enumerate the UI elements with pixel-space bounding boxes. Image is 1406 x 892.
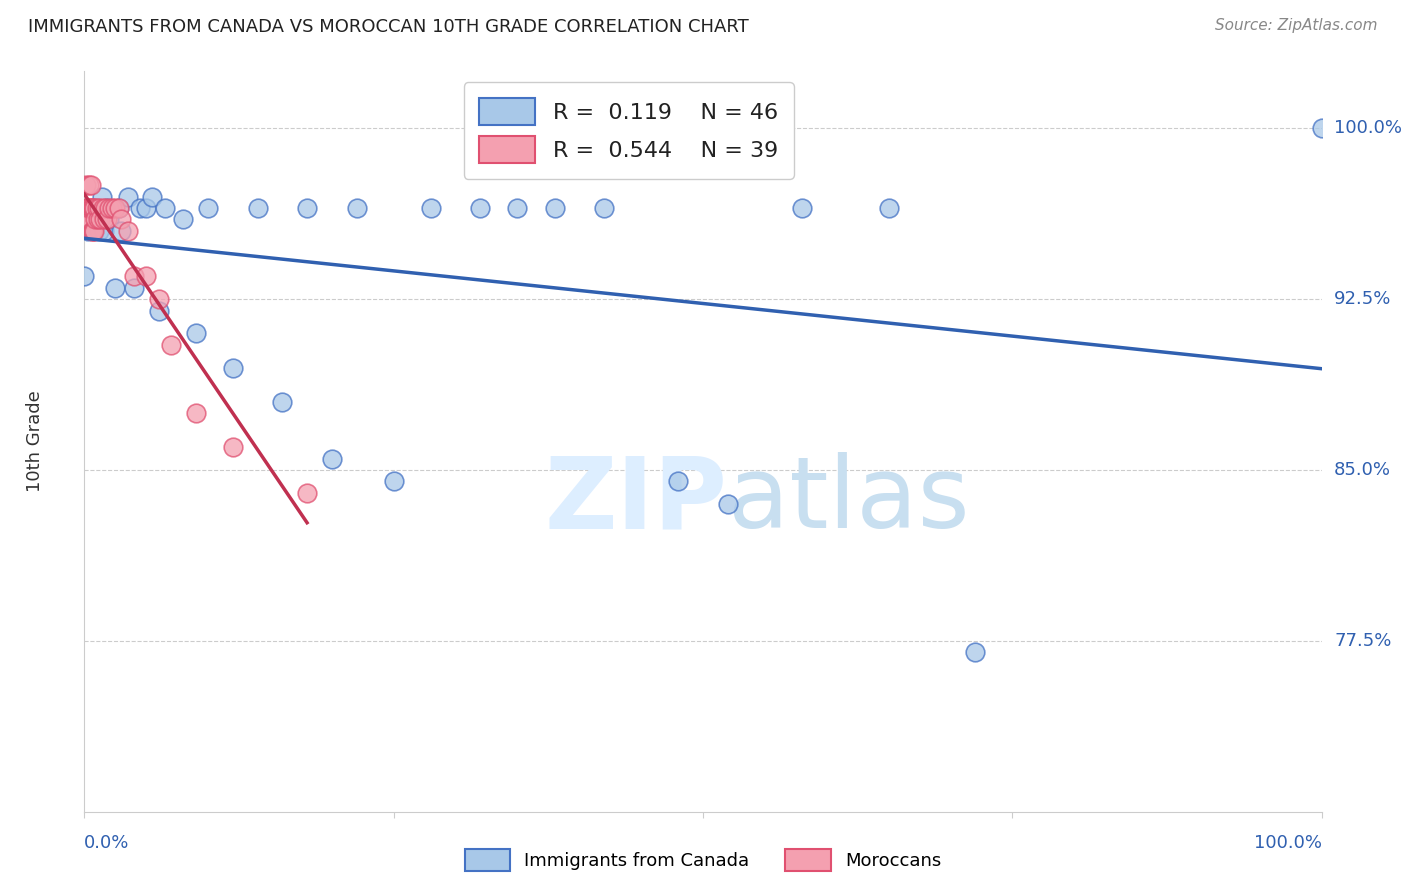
Point xyxy=(104,281,127,295)
Point xyxy=(470,201,492,215)
Point xyxy=(543,201,565,215)
Point xyxy=(90,189,112,203)
Text: atlas: atlas xyxy=(728,452,969,549)
Point xyxy=(666,475,689,489)
Point xyxy=(75,201,97,215)
Point xyxy=(80,224,103,238)
Point xyxy=(77,212,100,227)
Point xyxy=(79,212,101,227)
Point xyxy=(79,178,101,193)
Point xyxy=(184,406,207,420)
Point xyxy=(89,212,111,227)
Point xyxy=(83,201,105,215)
Point xyxy=(117,224,139,238)
Point xyxy=(1310,121,1333,136)
Point xyxy=(94,201,117,215)
Point xyxy=(506,201,529,215)
Point xyxy=(160,337,183,351)
Text: 10th Grade: 10th Grade xyxy=(25,391,44,492)
Text: 85.0%: 85.0% xyxy=(1334,461,1391,479)
Point xyxy=(93,212,115,227)
Legend: Immigrants from Canada, Moroccans: Immigrants from Canada, Moroccans xyxy=(457,842,949,879)
Point xyxy=(346,201,368,215)
Point xyxy=(96,212,118,227)
Point xyxy=(295,485,318,500)
Point xyxy=(89,224,111,238)
Point xyxy=(100,201,122,215)
Legend: R =  0.119    N = 46, R =  0.544    N = 39: R = 0.119 N = 46, R = 0.544 N = 39 xyxy=(464,82,793,179)
Point xyxy=(110,224,132,238)
Point xyxy=(84,212,107,227)
Text: ZIP: ZIP xyxy=(546,452,728,549)
Point xyxy=(321,451,343,466)
Point xyxy=(79,201,101,215)
Point xyxy=(117,189,139,203)
Point xyxy=(108,201,131,215)
Point xyxy=(84,212,107,227)
Text: 100.0%: 100.0% xyxy=(1334,120,1402,137)
Point xyxy=(135,201,157,215)
Point xyxy=(122,269,145,284)
Point xyxy=(148,303,170,318)
Point xyxy=(83,201,105,215)
Point xyxy=(87,201,110,215)
Point xyxy=(79,178,101,193)
Point xyxy=(89,201,111,215)
Point xyxy=(82,201,104,215)
Point xyxy=(148,292,170,306)
Point xyxy=(86,212,108,227)
Point xyxy=(172,212,194,227)
Point xyxy=(82,217,104,231)
Point xyxy=(222,440,245,454)
Point xyxy=(184,326,207,341)
Point xyxy=(89,212,111,227)
Point xyxy=(98,212,121,227)
Point xyxy=(110,212,132,227)
Point xyxy=(96,201,118,215)
Point xyxy=(717,497,740,511)
Point xyxy=(197,201,219,215)
Point xyxy=(76,212,98,227)
Point xyxy=(91,205,114,219)
Point xyxy=(382,475,405,489)
Point xyxy=(80,201,103,215)
Text: 0.0%: 0.0% xyxy=(84,834,129,852)
Point xyxy=(271,394,294,409)
Point xyxy=(87,212,110,227)
Point xyxy=(141,189,163,203)
Point xyxy=(790,201,813,215)
Point xyxy=(153,201,176,215)
Point xyxy=(419,201,441,215)
Point xyxy=(122,281,145,295)
Point xyxy=(965,645,987,659)
Point xyxy=(83,224,105,238)
Point xyxy=(75,178,97,193)
Text: Source: ZipAtlas.com: Source: ZipAtlas.com xyxy=(1215,18,1378,33)
Point xyxy=(222,360,245,375)
Text: 100.0%: 100.0% xyxy=(1254,834,1322,852)
Point xyxy=(295,201,318,215)
Point xyxy=(93,224,115,238)
Point xyxy=(77,201,100,215)
Point xyxy=(593,201,616,215)
Point xyxy=(108,201,131,215)
Point xyxy=(77,224,100,238)
Point xyxy=(73,212,96,227)
Point xyxy=(129,201,152,215)
Point xyxy=(98,201,121,215)
Point xyxy=(104,201,127,215)
Text: 92.5%: 92.5% xyxy=(1334,290,1392,308)
Point xyxy=(135,269,157,284)
Point xyxy=(82,224,104,238)
Point xyxy=(76,201,98,215)
Text: 77.5%: 77.5% xyxy=(1334,632,1392,650)
Point xyxy=(877,201,900,215)
Point xyxy=(79,201,101,215)
Text: IMMIGRANTS FROM CANADA VS MOROCCAN 10TH GRADE CORRELATION CHART: IMMIGRANTS FROM CANADA VS MOROCCAN 10TH … xyxy=(28,18,749,36)
Point xyxy=(86,201,108,215)
Point xyxy=(73,269,96,284)
Point xyxy=(246,201,269,215)
Point xyxy=(91,201,114,215)
